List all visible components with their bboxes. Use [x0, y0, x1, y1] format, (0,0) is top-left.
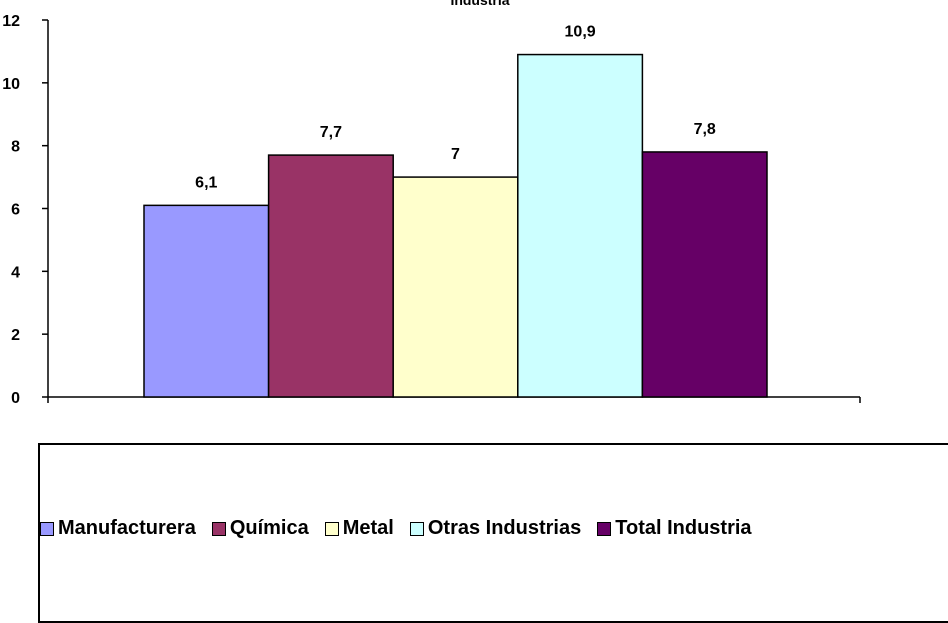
legend-swatch — [211, 521, 226, 536]
legend-label: Otras Industrias — [427, 517, 582, 539]
bar-manufacturera — [143, 204, 270, 398]
bar-qu-mica — [267, 154, 394, 398]
bars — [143, 53, 768, 398]
y-tick-label: 2 — [11, 327, 20, 344]
legend-label: Total Industria — [615, 517, 752, 539]
data-label: 7 — [451, 146, 460, 163]
legend-swatch — [597, 521, 612, 536]
legend: Manufacturera Química Metal Otras Industria… — [38, 443, 948, 623]
data-label: 7,7 — [320, 124, 342, 141]
legend-swatch — [409, 521, 424, 536]
legend-swatch — [40, 521, 54, 536]
data-label: 6,1 — [195, 174, 217, 191]
legend-label: Química — [229, 517, 309, 539]
legend-row: Manufacturera Química Metal Otras Industria… — [40, 517, 768, 540]
legend-item: Total Industria — [597, 517, 752, 540]
legend-item: Química — [211, 517, 309, 540]
y-tick-label: 0 — [11, 390, 20, 407]
y-tick-label: 12 — [2, 13, 20, 30]
chart-title: Industria — [450, 0, 509, 8]
data-label: 7,8 — [694, 121, 716, 138]
y-tick-label: 6 — [11, 202, 20, 219]
legend-label: Manufacturera — [58, 517, 196, 539]
legend-item: Manufacturera — [40, 517, 196, 540]
y-tick-label: 8 — [11, 139, 20, 156]
y-tick-label: 4 — [11, 264, 20, 281]
legend-item: Metal — [324, 517, 394, 540]
bar-total-industria — [641, 151, 768, 398]
bar-chart: Industria 0 2 4 6 8 10 12 6,1 7,7 7 10,9 7,8 — [2, 0, 861, 407]
data-labels: 6,1 7,7 7 10,9 7,8 — [195, 24, 716, 192]
bar-otras-industrias — [517, 53, 644, 398]
legend-item: Otras Industrias — [409, 517, 582, 540]
data-label: 10,9 — [565, 24, 596, 41]
legend-swatch — [324, 521, 339, 536]
bar-metal — [392, 176, 519, 398]
legend-label: Metal — [342, 517, 394, 539]
y-tick-label: 10 — [2, 76, 20, 93]
